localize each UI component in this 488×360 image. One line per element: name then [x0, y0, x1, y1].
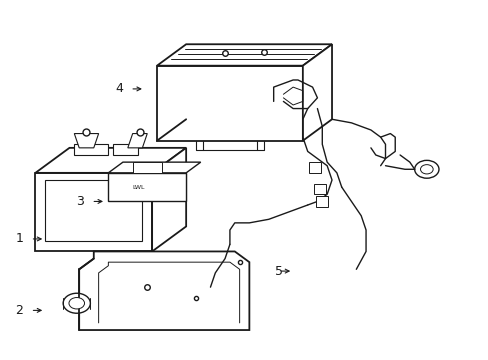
Polygon shape	[152, 148, 186, 251]
Polygon shape	[313, 184, 325, 194]
Text: 1: 1	[15, 233, 23, 246]
Polygon shape	[316, 196, 327, 207]
Polygon shape	[132, 162, 162, 173]
Text: 2: 2	[15, 304, 23, 317]
Text: 3: 3	[76, 195, 84, 208]
Polygon shape	[35, 148, 186, 173]
Polygon shape	[74, 134, 99, 148]
Text: 4: 4	[115, 82, 122, 95]
Polygon shape	[157, 44, 331, 66]
Polygon shape	[108, 173, 186, 202]
Polygon shape	[45, 180, 142, 241]
Circle shape	[414, 160, 438, 178]
Circle shape	[69, 297, 84, 309]
Polygon shape	[302, 44, 331, 141]
Polygon shape	[308, 162, 320, 173]
Text: LWL: LWL	[132, 185, 145, 190]
Polygon shape	[157, 66, 302, 141]
Polygon shape	[113, 144, 137, 155]
Polygon shape	[79, 251, 249, 330]
Circle shape	[63, 293, 90, 313]
Polygon shape	[35, 173, 152, 251]
Polygon shape	[74, 144, 108, 155]
Polygon shape	[127, 134, 147, 148]
Circle shape	[420, 165, 432, 174]
Text: 5: 5	[275, 265, 283, 278]
Polygon shape	[108, 162, 201, 173]
